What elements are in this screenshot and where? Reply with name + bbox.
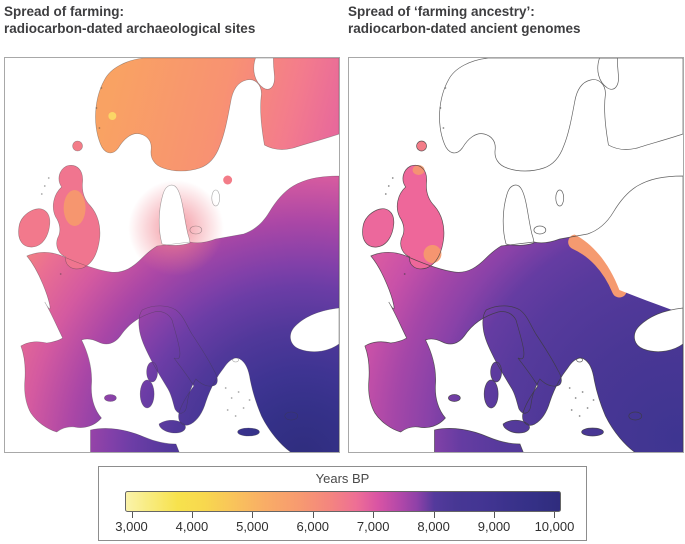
coastline-overlay <box>18 58 339 452</box>
island-faroe <box>416 141 427 151</box>
region-sicily <box>503 420 530 433</box>
region-sicily <box>159 420 186 433</box>
region-scandinavia <box>439 58 683 171</box>
island-faroe <box>72 141 83 151</box>
panel-title-ancient-genomes: Spread of ‘farming ancestry’: radiocarbo… <box>348 3 581 37</box>
sea-black-sea <box>634 308 683 352</box>
map-ancient-genomes <box>348 57 684 453</box>
no-data-cover-northeast <box>573 170 683 314</box>
colorbar-tick-label: 7,000 <box>356 519 390 534</box>
colorbar-tick-label: 9,000 <box>477 519 511 534</box>
island-balearics <box>448 394 461 402</box>
panel-title-archaeological-sites: Spread of farming: radiocarbon-dated arc… <box>4 3 255 37</box>
region-north-africa-coast <box>90 428 180 452</box>
sea-white-sea <box>253 58 275 90</box>
colorbar-tick <box>252 512 254 518</box>
colorbar-tick <box>554 512 556 518</box>
region-britain <box>397 165 444 269</box>
map-archaeological-sites <box>4 57 340 453</box>
norway-yellow-patch <box>108 112 117 120</box>
region-ireland <box>18 208 50 248</box>
colorbar-tick <box>191 512 193 518</box>
region-denmark-outline <box>503 185 534 246</box>
colorbar-tick <box>131 512 133 518</box>
colorbar-gradient <box>125 491 561 512</box>
region-denmark-outline <box>159 185 190 246</box>
colorbar-svg <box>125 491 561 512</box>
title-line-1: Spread of farming: <box>4 4 125 19</box>
region-italy <box>138 305 218 414</box>
colorbar-tick <box>433 512 435 518</box>
legend-title: Years BP <box>315 471 370 486</box>
region-north-africa-coast <box>434 428 524 452</box>
map-svg-genomes <box>362 58 683 452</box>
island-crete <box>581 428 604 436</box>
colorbar-tick-label: 4,000 <box>175 519 209 534</box>
title-line-2: radiocarbon-dated ancient genomes <box>348 21 581 36</box>
island-specks <box>40 87 251 417</box>
region-ireland <box>362 208 394 248</box>
colorbar-tick-label: 10,000 <box>534 519 575 534</box>
colorbar-ticks: 3,000 4,000 5,000 6,000 7,000 8,000 9,000 10,00… <box>115 512 574 538</box>
island-crete <box>237 428 260 436</box>
north-scotland-orange-patch <box>412 165 425 175</box>
island-cyprus <box>628 412 642 420</box>
colorbar-tick <box>494 512 496 518</box>
coastline-overlay <box>362 58 683 452</box>
colorbar-tick-label: 8,000 <box>417 519 450 534</box>
colorbar-tick <box>373 512 375 518</box>
island-corsica <box>146 362 158 382</box>
baltic-fringe-band <box>568 234 627 298</box>
title-line-1: Spread of ‘farming ancestry’: <box>348 4 535 19</box>
island-cyprus <box>284 412 298 420</box>
island-aland <box>223 175 233 185</box>
region-scandinavia <box>95 58 339 171</box>
britain-orange-patch <box>63 190 86 226</box>
colorbar-legend: Years BP 3,000 4,000 5,000 6,000 7,000 8,000 9… <box>98 466 587 541</box>
colorbar-tick <box>312 512 314 518</box>
island-sardinia <box>140 380 155 408</box>
region-italy <box>482 305 562 414</box>
sea-white-sea <box>597 58 619 90</box>
title-line-2: radiocarbon-dated archaeological sites <box>4 21 256 36</box>
southeast-england-orange-patch <box>423 245 442 263</box>
island-specks <box>384 87 595 417</box>
island-balearics <box>104 394 117 402</box>
colorbar-tick-label: 3,000 <box>115 519 148 534</box>
sea-black-sea <box>290 308 339 352</box>
island-sardinia <box>484 380 499 408</box>
map-svg-sites <box>18 58 339 452</box>
colorbar-tick-label: 6,000 <box>296 519 330 534</box>
colorbar <box>125 491 561 512</box>
sea-marmara <box>232 358 239 362</box>
sea-marmara <box>576 358 583 362</box>
colorbar-tick-label: 5,000 <box>236 519 269 534</box>
